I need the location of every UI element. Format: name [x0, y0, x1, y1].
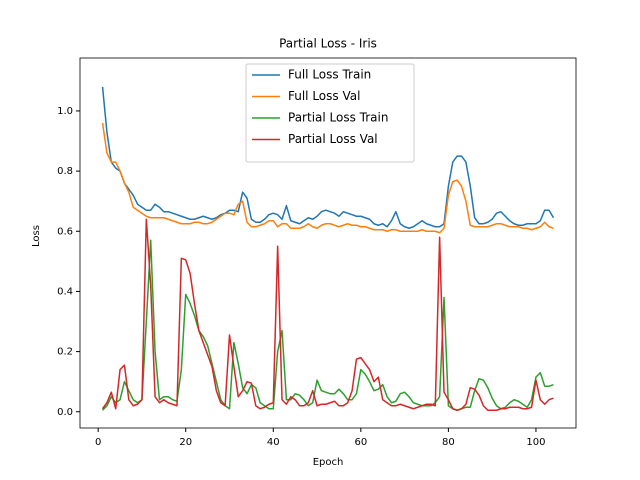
y-tick-label: 0.8 — [57, 166, 73, 177]
series-line — [102, 239, 554, 411]
legend-box — [245, 63, 415, 163]
x-tick-label: 0 — [95, 437, 101, 448]
chart-title: Partial Loss - Iris — [279, 37, 377, 51]
y-tick-label: 0.6 — [57, 226, 73, 237]
x-tick-label: 60 — [354, 437, 367, 448]
y-tick-label: 1.0 — [57, 106, 73, 117]
x-tick-label: 100 — [526, 437, 545, 448]
y-axis-label: Loss — [31, 225, 42, 247]
series-line — [101, 86, 555, 230]
series-line — [101, 218, 554, 411]
plot-frame — [79, 57, 577, 429]
x-tick-label: 40 — [267, 437, 280, 448]
x-axis-label: Epoch — [313, 457, 344, 468]
y-tick-label: 0.0 — [57, 407, 73, 418]
legend-label: Partial Loss Val — [288, 132, 378, 146]
y-tick-label: 0.2 — [57, 347, 73, 358]
x-tick-label: 80 — [442, 437, 455, 448]
legend-label: Partial Loss Train — [288, 111, 388, 125]
y-tick-label: 0.4 — [57, 286, 73, 297]
legend-label: Full Loss Train — [288, 68, 371, 82]
series-line — [101, 122, 554, 234]
x-tick-label: 20 — [179, 437, 192, 448]
legend-label: Full Loss Val — [288, 89, 360, 103]
